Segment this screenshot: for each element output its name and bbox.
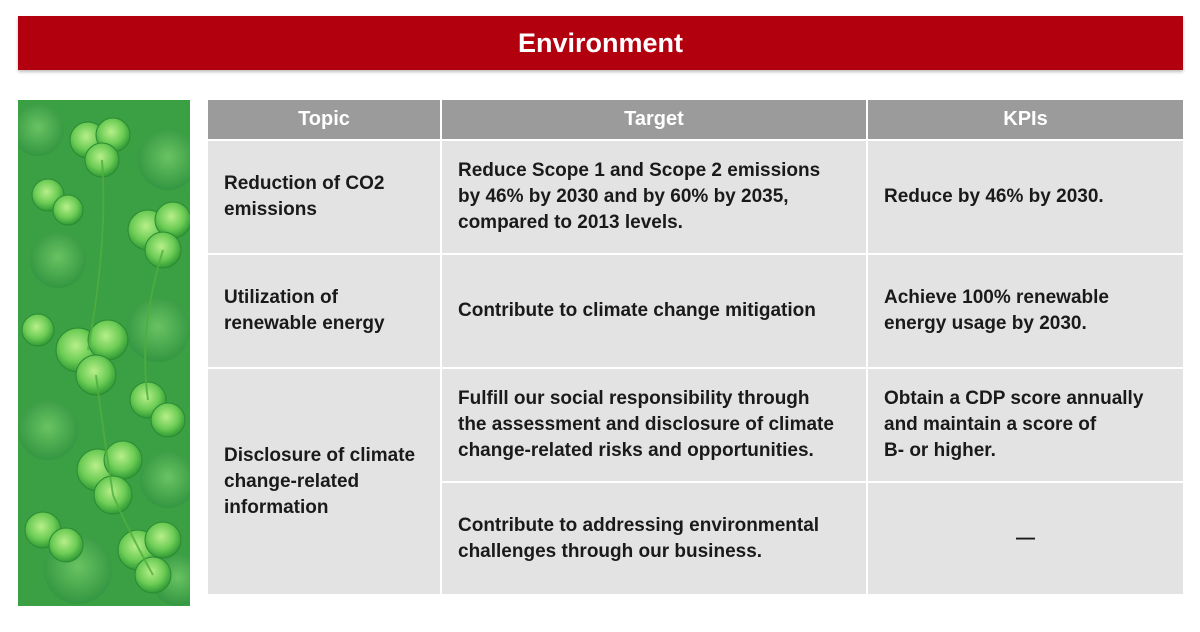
row2-target: Contribute to climate change mitigation [442,255,866,367]
clover-photo [18,100,190,606]
row3-kpi-text: Obtain a CDP score annually and maintain… [884,388,1144,461]
header-kpis: KPIs [868,100,1183,139]
row1-kpi-text: Reduce by 46% by 2030. [884,186,1104,207]
clover-leaves-icon [18,100,190,606]
row2-target-text: Contribute to climate change mitigation [458,300,816,321]
header-topic: Topic [208,100,440,139]
row4-kpi-text: — [1016,527,1035,549]
row1-topic: Reduction of CO2 emissions [208,141,440,253]
row1-target-text: Reduce Scope 1 and Scope 2 emissions by … [458,160,821,233]
environment-table: Topic Target KPIs Reduction of CO2 emiss… [208,100,1183,606]
row3-kpi: Obtain a CDP score annually and maintain… [868,369,1183,481]
row2-kpi: Achieve 100% renewable energy usage by 2… [868,255,1183,367]
row1-kpi: Reduce by 46% by 2030. [868,141,1183,253]
row4-target-text: Contribute to addressing environmental c… [458,514,820,562]
row2-topic-text: Utilization of renewable energy [224,287,385,334]
row4-kpi: — [868,483,1183,594]
row3-topic-text: Disclosure of climate change-related inf… [224,444,416,518]
row3-target-text: Fulfill our social responsibility throug… [458,388,834,461]
row4-target: Contribute to addressing environmental c… [442,483,866,594]
row2-kpi-text: Achieve 100% renewable energy usage by 2… [884,287,1109,334]
row2-topic: Utilization of renewable energy [208,255,440,367]
row1-target: Reduce Scope 1 and Scope 2 emissions by … [442,141,866,253]
row1-topic-text: Reduction of CO2 emissions [224,173,385,220]
row3-target: Fulfill our social responsibility throug… [442,369,866,481]
section-title: Environment [517,27,684,58]
header-target: Target [442,100,866,139]
row3-topic: Disclosure of climate change-related inf… [208,369,440,594]
section-title-banner: Environment [18,16,1183,70]
